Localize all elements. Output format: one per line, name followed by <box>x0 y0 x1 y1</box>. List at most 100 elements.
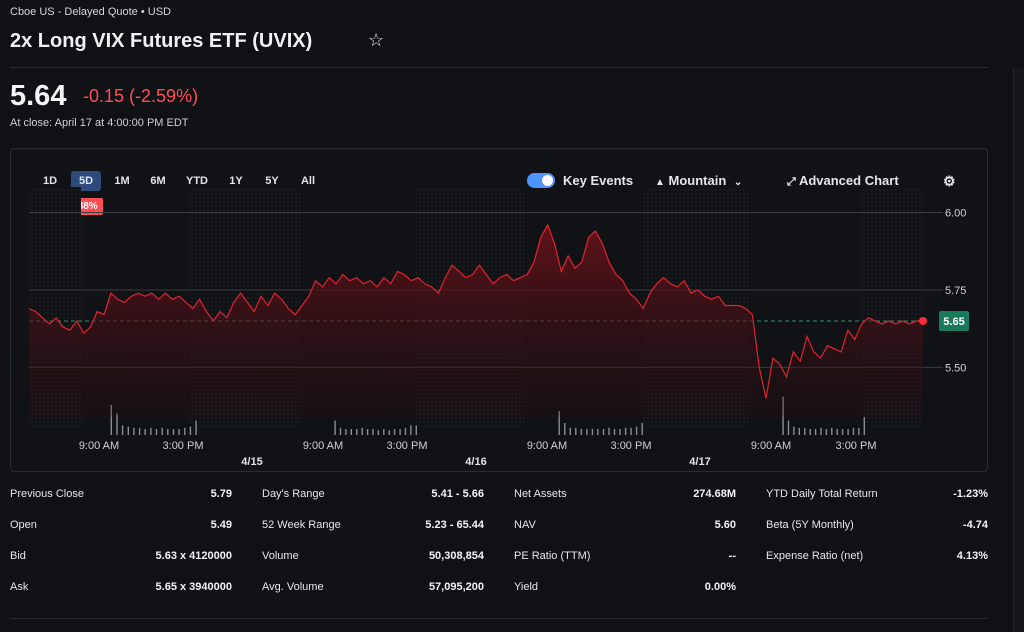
volume-bar <box>825 429 828 435</box>
volume-bar <box>619 429 621 435</box>
exchange-line: Cboe US - Delayed Quote • USD <box>10 6 171 18</box>
price-change: -0.15 (-2.59%) <box>83 86 198 107</box>
range-5y[interactable]: 5Y <box>265 175 279 187</box>
volume-bar <box>608 427 610 435</box>
volume-bar <box>613 429 616 435</box>
volume-bar <box>361 427 363 435</box>
stat-value: 5.41 - 5.66 <box>431 488 484 500</box>
volume-bar <box>410 425 412 435</box>
settings-gear-icon[interactable]: ⚙ <box>943 173 956 189</box>
close-time-note: At close: April 17 at 4:00:00 PM EDT <box>10 117 189 129</box>
day-label: 4/17 <box>689 456 710 468</box>
volume-bar <box>167 429 169 435</box>
stat-row: Avg. Volume 57,095,200 <box>262 579 484 610</box>
x-tick-label: 3:00 PM <box>611 440 652 452</box>
volume-bar <box>602 429 605 435</box>
header-divider <box>10 67 988 68</box>
volume-bar <box>558 411 560 435</box>
volume-bar <box>372 429 374 435</box>
volume-bar <box>110 405 112 435</box>
stat-value: -- <box>728 550 736 562</box>
volume-bar <box>630 427 632 435</box>
stat-label: Net Assets <box>514 488 567 500</box>
stats-column-1: Previous Close 5.79 Open 5.49 Bid 5.63 x 41… <box>10 486 232 610</box>
stat-row: Open 5.49 <box>10 517 232 548</box>
volume-bar <box>863 417 865 435</box>
volume-bar <box>161 427 163 435</box>
volume-bar <box>841 429 844 435</box>
volume-bar <box>150 427 152 435</box>
chart-type-selector[interactable]: ▲ Mountain ⌄ <box>655 173 742 188</box>
price-line <box>28 223 923 399</box>
chart-type-label: Mountain <box>668 173 727 188</box>
stat-row: Bid 5.63 x 4120000 <box>10 548 232 579</box>
range-1d[interactable]: 1D <box>42 175 58 187</box>
volume-bar <box>798 427 800 435</box>
volume-bar <box>580 429 582 435</box>
stat-row: Beta (5Y Monthly) -4.74 <box>766 517 988 548</box>
star-icon[interactable]: ☆ <box>368 30 385 50</box>
volume-bar <box>814 429 817 435</box>
day-label: 4/15 <box>241 456 262 468</box>
advanced-chart-button[interactable]: ⤢ Advanced Chart <box>787 173 899 189</box>
x-tick-label: 9:00 AM <box>79 440 119 452</box>
range-all[interactable]: All <box>300 175 316 187</box>
page-scrollbar[interactable] <box>1013 68 1024 632</box>
range-5d[interactable]: 5D <box>71 171 101 191</box>
volume-bar <box>345 429 347 435</box>
stat-value: 57,095,200 <box>428 581 484 593</box>
stat-row: PE Ratio (TTM) -- <box>514 548 736 579</box>
stat-row: Day's Range 5.41 - 5.66 <box>262 486 484 517</box>
volume-bar <box>809 429 811 435</box>
volume-bar <box>399 429 401 435</box>
x-tick-label: 3:00 PM <box>163 440 204 452</box>
price-change-percent: (-2.59%) <box>129 86 199 106</box>
volume-bar <box>334 420 336 435</box>
stat-value: 5.23 - 65.44 <box>425 519 484 531</box>
volume-bar <box>597 429 599 435</box>
range-6m[interactable]: 6M <box>150 175 166 187</box>
y-tick-label: 5.75 <box>945 285 966 297</box>
stat-value: -4.74 <box>962 519 988 531</box>
stat-value: 5.49 <box>210 519 232 531</box>
stat-row: YTD Daily Total Return -1.23% <box>766 486 988 517</box>
price-chart[interactable]: 6.00 5.75 5.50 5.65 9:00 AM 3:00 PM 9:00 AM 3:0… <box>11 149 987 471</box>
stat-label: Expense Ratio (net) <box>766 550 864 562</box>
range-1y[interactable]: 1Y <box>229 175 243 187</box>
stats-column-2: Day's Range 5.41 - 5.66 52 Week Range 5.23… <box>262 486 484 610</box>
volume-bar <box>852 427 855 435</box>
stat-label: YTD Daily Total Return <box>766 488 878 500</box>
volume-bar <box>383 429 385 435</box>
volume-bar <box>121 425 124 435</box>
volume-bar <box>820 427 822 435</box>
stat-label: Volume <box>262 550 299 562</box>
volume-bar <box>804 427 806 435</box>
range-1m[interactable]: 1M <box>114 175 130 187</box>
range-ytd[interactable]: YTD <box>186 175 208 187</box>
stat-label: Ask <box>10 581 29 593</box>
section-divider <box>10 618 988 619</box>
key-events-label[interactable]: Key Events <box>563 173 634 188</box>
volume-bar <box>339 427 342 435</box>
volume-bar <box>858 427 860 435</box>
stats-column-4: YTD Daily Total Return -1.23% Beta (5Y Mo… <box>766 486 988 579</box>
stat-row: Volume 50,308,854 <box>262 548 484 579</box>
stat-value: 5.65 x 3940000 <box>155 581 232 593</box>
advanced-chart-label: Advanced Chart <box>798 173 899 188</box>
stats-column-3: Net Assets 274.68M NAV 5.60 PE Ratio (TTM)… <box>514 486 736 610</box>
key-events-toggle[interactable] <box>527 173 555 188</box>
x-tick-label: 3:00 PM <box>836 440 877 452</box>
volume-bar <box>569 427 571 435</box>
current-price: 5.64 <box>10 80 67 112</box>
volume-bar <box>836 429 838 435</box>
stat-label: Day's Range <box>262 488 325 500</box>
price-badge <box>939 310 969 331</box>
volume-bar <box>366 429 369 435</box>
stat-label: Open <box>10 519 37 531</box>
volume-bar <box>350 429 352 435</box>
stat-label: PE Ratio (TTM) <box>514 550 591 562</box>
volume-bar <box>635 426 638 435</box>
volume-bar <box>404 427 407 435</box>
price-area <box>29 224 923 417</box>
stat-value: 5.79 <box>210 488 232 500</box>
